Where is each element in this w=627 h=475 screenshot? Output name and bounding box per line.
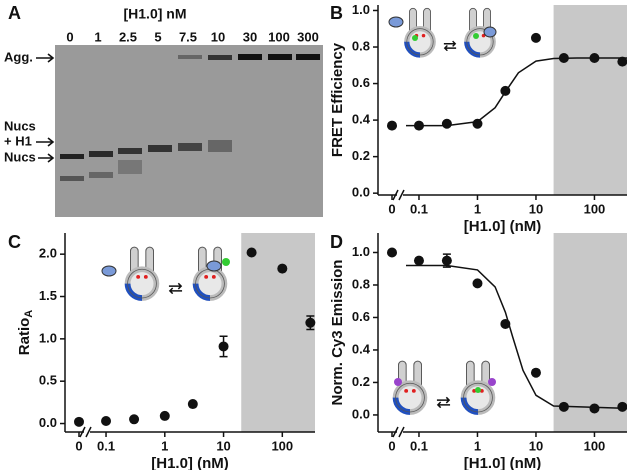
x-tick-label: 10 bbox=[216, 438, 230, 453]
data-point bbox=[413, 255, 424, 266]
y-tick-label: 0.6 bbox=[352, 75, 370, 90]
x-tick-label: 1 bbox=[474, 438, 481, 453]
data-point bbox=[589, 52, 600, 63]
gel-marker: Nucs bbox=[4, 118, 36, 133]
x-tick-label: 0.1 bbox=[97, 438, 115, 453]
lane-label: 10 bbox=[211, 29, 225, 44]
data-point bbox=[617, 56, 627, 67]
data-point bbox=[413, 120, 424, 131]
data-point bbox=[74, 416, 84, 427]
lane-label: 0 bbox=[66, 29, 73, 44]
y-tick-label: 2.0 bbox=[39, 246, 57, 261]
x-tick-label: 10 bbox=[529, 438, 543, 453]
data-point bbox=[101, 415, 112, 426]
panel-letter: D bbox=[330, 232, 343, 252]
data-point bbox=[617, 401, 627, 412]
data-point bbox=[305, 317, 316, 328]
data-point bbox=[387, 120, 397, 131]
x-tick-label: 0 bbox=[75, 438, 82, 453]
lane-label: 2.5 bbox=[119, 29, 137, 44]
y-label-text: Ratio bbox=[16, 318, 33, 356]
data-point bbox=[246, 247, 257, 258]
lane-label: 100 bbox=[268, 29, 290, 44]
axis-break bbox=[79, 426, 92, 438]
gel-marker: Nucs bbox=[4, 149, 36, 164]
data-point bbox=[441, 118, 452, 129]
y-tick-label: 1.0 bbox=[352, 2, 370, 17]
gel-bands bbox=[60, 54, 320, 181]
gel-marker: + H1 bbox=[4, 133, 32, 148]
shaded-region bbox=[553, 5, 627, 195]
axis-break bbox=[392, 426, 405, 438]
cartoons bbox=[101, 8, 497, 412]
y-axis-label: Norm. Cy3 Emission bbox=[329, 260, 346, 406]
x-tick-label: 100 bbox=[584, 438, 606, 453]
y-tick-label: 0.8 bbox=[352, 38, 370, 53]
gel-arrows bbox=[36, 53, 55, 163]
axis-break bbox=[392, 189, 405, 201]
data-point bbox=[530, 32, 541, 43]
y-tick-label: 0.4 bbox=[352, 112, 371, 127]
data-point bbox=[472, 118, 483, 129]
y-tick-label: 0.6 bbox=[352, 309, 370, 324]
y-tick-label: 0.8 bbox=[352, 276, 370, 291]
panel-letter: A bbox=[8, 3, 21, 23]
y-tick-label: 1.0 bbox=[39, 330, 57, 345]
y-tick-label: 0.4 bbox=[352, 341, 371, 356]
lane-label: 30 bbox=[243, 29, 257, 44]
data-point bbox=[472, 278, 483, 289]
y-tick-label: 1.0 bbox=[352, 244, 370, 259]
gel-lanes: 0 1 2.5 5 7.5 10 30 100 300 bbox=[66, 29, 318, 44]
y-label-subscript: A bbox=[23, 310, 35, 318]
y-tick-label: 0.0 bbox=[39, 415, 57, 430]
data-point bbox=[159, 410, 170, 421]
data-point bbox=[277, 263, 288, 274]
panel-letter: C bbox=[8, 232, 21, 252]
y-label-text: Norm. Cy3 Emission bbox=[329, 260, 346, 406]
lane-label: 5 bbox=[154, 29, 161, 44]
data-point bbox=[500, 318, 511, 329]
x-tick-label: 1 bbox=[161, 438, 168, 453]
y-axis-label: RatioA bbox=[16, 310, 35, 356]
x-tick-label: 0 bbox=[388, 438, 395, 453]
data-point bbox=[187, 399, 198, 410]
data-point bbox=[218, 341, 229, 352]
panel-letter: B bbox=[330, 3, 343, 23]
y-tick-label: 0.0 bbox=[352, 185, 370, 200]
y-axis-label: FRET Efficiency bbox=[329, 42, 346, 157]
shaded-region bbox=[241, 233, 315, 432]
x-tick-label: 0 bbox=[388, 201, 395, 216]
x-tick-label: 10 bbox=[529, 201, 543, 216]
data-point bbox=[441, 255, 452, 266]
gel-title: [H1.0] nM bbox=[124, 6, 187, 22]
gel-marker: Agg. bbox=[4, 49, 33, 64]
y-tick-label: 0.5 bbox=[39, 373, 57, 388]
y-tick-label: 1.5 bbox=[39, 288, 57, 303]
x-tick-label: 0.1 bbox=[410, 201, 428, 216]
data-point bbox=[129, 414, 140, 425]
lane-label: 1 bbox=[94, 29, 101, 44]
data-point bbox=[530, 367, 541, 378]
y-tick-label: 0.2 bbox=[352, 374, 370, 389]
x-tick-label: 100 bbox=[271, 438, 293, 453]
data-point bbox=[589, 403, 600, 414]
data-point bbox=[558, 401, 569, 412]
data-point bbox=[500, 85, 511, 96]
data-point bbox=[558, 52, 569, 63]
x-axis-label: [H1.0] (nM) bbox=[464, 218, 542, 235]
y-tick-label: 0.0 bbox=[352, 406, 370, 421]
shaded-region bbox=[553, 233, 627, 432]
y-label-text: FRET Efficiency bbox=[329, 42, 346, 157]
x-axis-label: [H1.0] (nM) bbox=[464, 455, 542, 470]
lane-label: 300 bbox=[297, 29, 319, 44]
data-point bbox=[387, 247, 397, 258]
x-tick-label: 100 bbox=[584, 201, 606, 216]
x-axis-label: [H1.0] (nM) bbox=[151, 455, 229, 470]
gel bbox=[55, 45, 323, 217]
x-tick-label: 1 bbox=[474, 201, 481, 216]
y-tick-label: 0.2 bbox=[352, 148, 370, 163]
lane-label: 7.5 bbox=[179, 29, 197, 44]
x-tick-label: 0.1 bbox=[410, 438, 428, 453]
